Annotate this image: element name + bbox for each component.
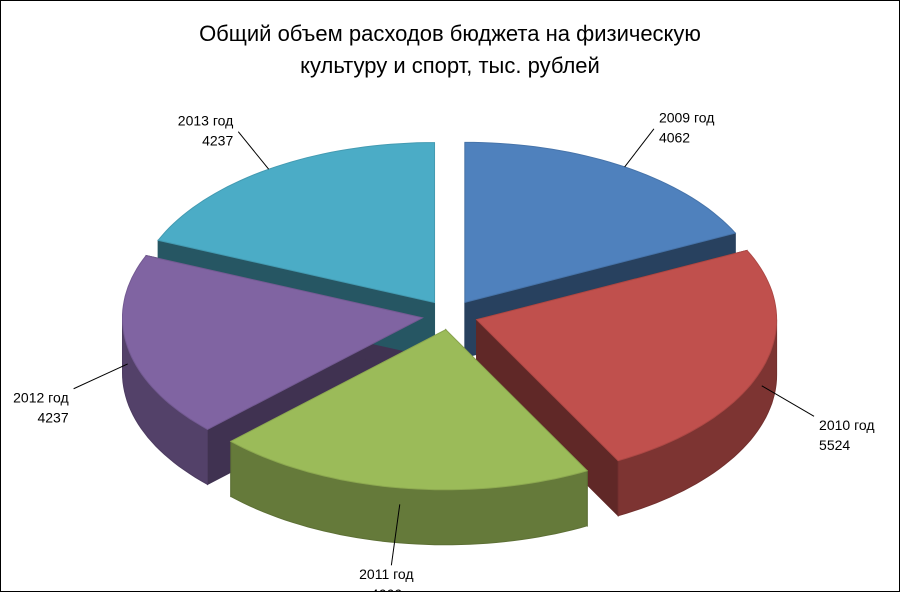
data-label-value: 5524 (819, 437, 850, 453)
data-label-value: 4237 (37, 409, 68, 425)
data-label-category: 2013 год (178, 112, 233, 128)
data-label-value: 4666 (371, 586, 402, 592)
data-label-category: 2009 год (659, 110, 714, 126)
leader-line (73, 363, 128, 390)
leader-line (624, 128, 655, 168)
data-label-category: 2011 год (359, 566, 413, 582)
slice (475, 249, 778, 462)
slice (229, 329, 589, 491)
leader-line (390, 504, 401, 566)
leader-line (761, 385, 815, 417)
data-label-category: 2010 год (819, 417, 874, 433)
leader-line (237, 131, 270, 170)
slice (122, 255, 424, 430)
data-label-value: 4237 (202, 132, 233, 148)
data-label-value: 4062 (659, 130, 690, 146)
data-label-category: 2012 год (13, 389, 68, 405)
chart-title: Общий объем расходов бюджета на физическ… (199, 21, 701, 78)
